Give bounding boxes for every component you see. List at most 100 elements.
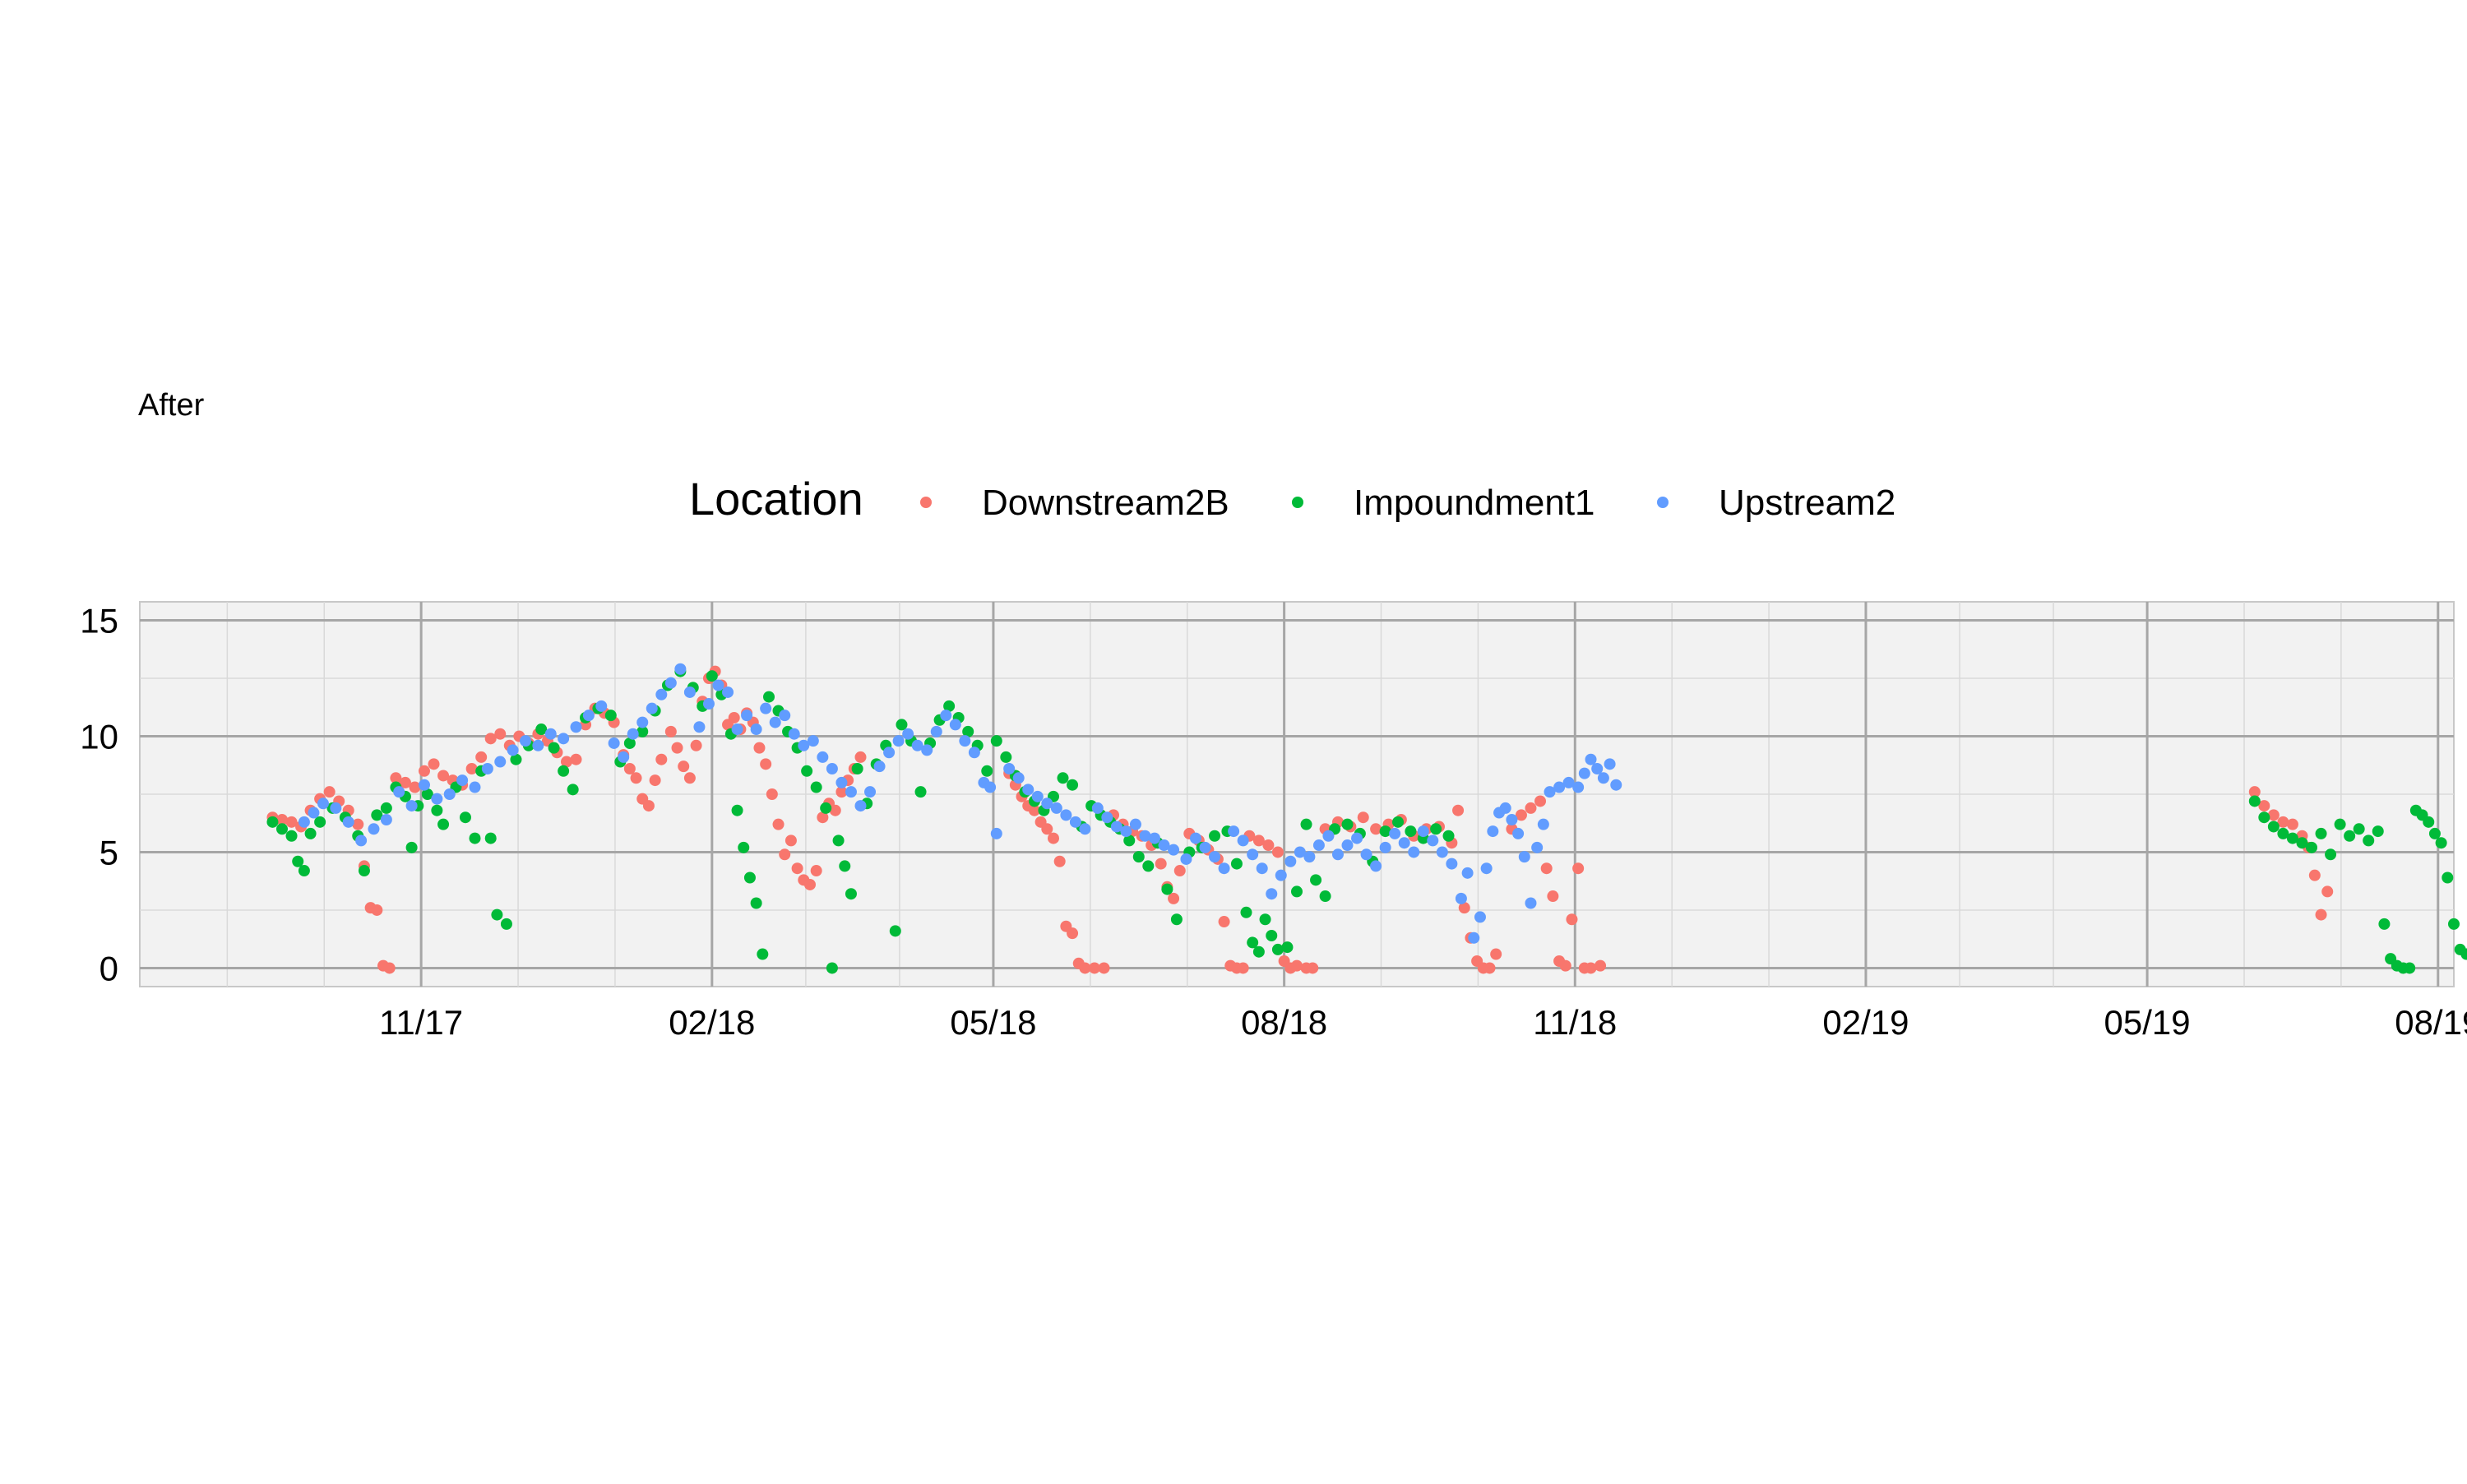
point-downstream2b <box>2277 816 2289 828</box>
point-downstream2b <box>2267 809 2280 821</box>
grid-minor <box>140 602 2454 987</box>
point-upstream2 <box>520 735 531 747</box>
point-upstream2 <box>1199 841 1211 853</box>
point-impoundment1 <box>405 841 418 853</box>
point-impoundment1 <box>1430 823 1442 835</box>
point-downstream2b <box>1262 839 1275 852</box>
point-upstream2 <box>1189 832 1201 844</box>
point-downstream2b <box>352 818 364 830</box>
point-upstream2 <box>722 686 734 698</box>
point-downstream2b <box>494 728 507 740</box>
point-upstream2 <box>308 807 320 819</box>
point-downstream2b <box>390 772 402 784</box>
point-upstream2 <box>1237 834 1249 847</box>
point-impoundment1 <box>763 691 775 703</box>
point-upstream2 <box>1303 851 1316 863</box>
point-upstream2 <box>1079 823 1091 835</box>
point-upstream2 <box>1022 784 1034 796</box>
legend-item-upstream2: Upstream2 <box>1657 483 1895 523</box>
point-upstream2 <box>817 751 829 763</box>
point-impoundment1 <box>962 725 974 737</box>
point-upstream2 <box>608 737 620 749</box>
point-impoundment1 <box>738 841 750 853</box>
point-upstream2 <box>1060 809 1072 821</box>
point-upstream2 <box>1331 848 1344 861</box>
point-upstream2 <box>544 728 557 740</box>
point-downstream2b <box>2258 800 2270 812</box>
point-upstream2 <box>1003 762 1016 774</box>
point-impoundment1 <box>2363 834 2375 847</box>
point-upstream2 <box>864 786 877 798</box>
point-downstream2b <box>854 751 867 763</box>
point-upstream2 <box>674 663 687 675</box>
point-downstream2b <box>1047 832 1059 844</box>
point-impoundment1 <box>266 816 279 828</box>
point-upstream2 <box>1506 814 1518 826</box>
point-impoundment1 <box>914 786 927 798</box>
point-upstream2 <box>921 744 933 756</box>
point-upstream2 <box>807 735 819 747</box>
point-downstream2b <box>785 834 797 847</box>
point-upstream2 <box>1139 830 1151 842</box>
point-downstream2b <box>803 878 816 890</box>
point-upstream2 <box>1149 832 1161 844</box>
point-impoundment1 <box>304 827 317 839</box>
point-impoundment1 <box>826 962 838 974</box>
point-upstream2 <box>1499 802 1511 814</box>
point-upstream2 <box>646 702 658 714</box>
point-impoundment1 <box>2423 816 2435 828</box>
point-impoundment1 <box>437 818 450 830</box>
point-impoundment1 <box>380 802 392 814</box>
point-upstream2 <box>1446 858 1458 870</box>
point-upstream2 <box>570 721 582 733</box>
point-impoundment1 <box>2334 818 2346 830</box>
point-upstream2 <box>949 719 961 731</box>
point-upstream2 <box>1389 827 1401 839</box>
point-upstream2 <box>1275 869 1287 881</box>
point-downstream2b <box>1515 809 1527 821</box>
point-impoundment1 <box>832 834 845 847</box>
point-downstream2b <box>835 786 848 798</box>
point-upstream2 <box>1597 772 1609 784</box>
point-downstream2b <box>791 862 803 875</box>
point-upstream2 <box>1091 802 1104 814</box>
point-upstream2 <box>873 760 886 773</box>
legend-key-upstream2 <box>1657 497 1669 508</box>
point-downstream2b <box>1534 795 1547 807</box>
point-downstream2b <box>1098 962 1110 974</box>
point-upstream2 <box>1256 862 1268 875</box>
point-impoundment1 <box>1271 943 1284 955</box>
point-upstream2 <box>330 802 342 814</box>
point-upstream2 <box>788 728 800 740</box>
legend-title: Location <box>689 473 863 525</box>
point-upstream2 <box>1585 753 1597 765</box>
point-impoundment1 <box>2460 948 2467 960</box>
point-upstream2 <box>968 747 980 759</box>
point-impoundment1 <box>548 742 560 754</box>
point-impoundment1 <box>2435 837 2447 849</box>
point-upstream2 <box>1525 897 1537 909</box>
point-impoundment1 <box>981 765 993 777</box>
point-downstream2b <box>1566 913 1578 926</box>
point-impoundment1 <box>1132 851 1145 863</box>
point-downstream2b <box>1252 834 1265 847</box>
point-downstream2b <box>1452 804 1465 816</box>
point-impoundment1 <box>604 710 617 722</box>
point-upstream2 <box>431 793 443 805</box>
point-upstream2 <box>1487 825 1499 838</box>
point-upstream2 <box>1578 767 1590 779</box>
x-tick-label: 08/18 <box>1241 1003 1327 1042</box>
point-impoundment1 <box>2353 823 2365 835</box>
point-upstream2 <box>1031 790 1044 802</box>
point-downstream2b <box>728 711 740 724</box>
point-impoundment1 <box>1341 818 1354 830</box>
y-tick-label: 15 <box>80 602 118 640</box>
point-downstream2b <box>779 848 791 861</box>
point-impoundment1 <box>500 918 512 930</box>
point-downstream2b <box>1088 962 1100 974</box>
point-upstream2 <box>683 686 696 698</box>
point-impoundment1 <box>2306 841 2318 853</box>
point-downstream2b <box>1053 855 1066 867</box>
point-downstream2b <box>1525 802 1537 814</box>
point-upstream2 <box>1427 834 1439 847</box>
